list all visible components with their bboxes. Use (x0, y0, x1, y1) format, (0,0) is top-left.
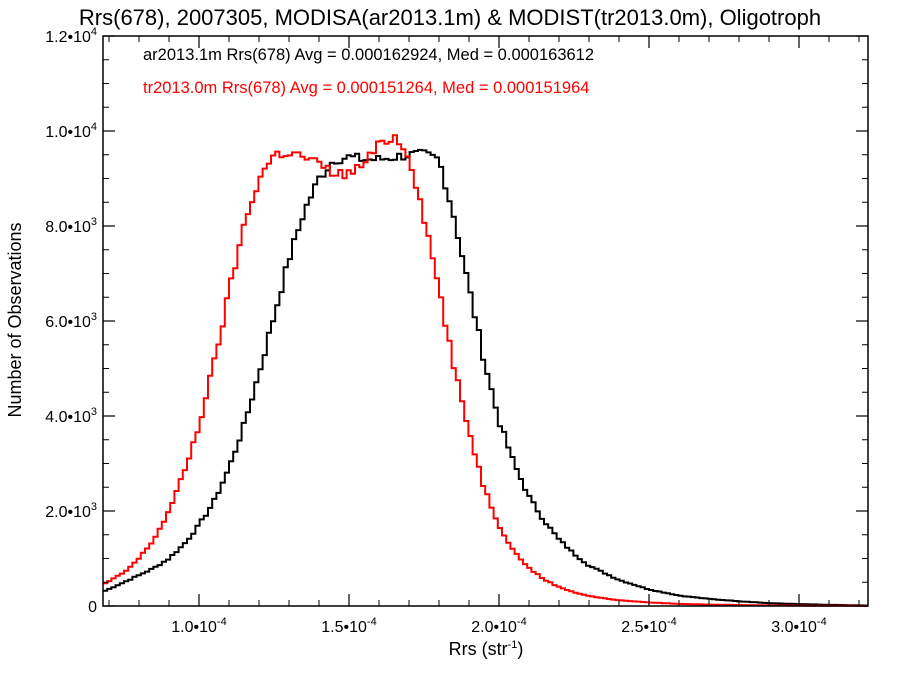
x-tick-mantissa: 1.5•10 (321, 619, 367, 636)
legend-entry-tr2013: tr2013.0m Rrs(678) Avg = 0.000151264, Me… (143, 79, 589, 97)
x-tick-exponent: -4 (817, 616, 827, 628)
y-tick-exponent: 3 (91, 216, 97, 228)
y-tick-exponent: 4 (91, 121, 97, 133)
x-tick-label: 1.0•10-4 (171, 616, 226, 636)
y-tick-label: 6.0•103 (45, 311, 97, 331)
y-axis-ticks: 02.0•1034.0•1036.0•1038.0•1031.0•1041.2•… (45, 26, 868, 616)
x-axis-title-main: Rrs (str (449, 639, 508, 659)
y-tick-mantissa: 1.0•10 (45, 124, 91, 141)
y-tick-exponent: 3 (91, 501, 97, 513)
chart-title: Rrs(678), 2007305, MODISA(ar2013.1m) & M… (79, 5, 821, 30)
x-tick-exponent: -4 (217, 616, 227, 628)
y-tick-exponent: 3 (91, 311, 97, 323)
y-tick-mantissa: 1.2•10 (45, 29, 91, 46)
y-tick-mantissa: 4.0•10 (45, 409, 91, 426)
x-axis-title: Rrs (str-1) (449, 639, 524, 659)
y-tick-exponent: 4 (91, 26, 97, 38)
x-axis-title-sup: -1 (508, 639, 518, 651)
y-tick-label: 8.0•103 (45, 216, 97, 236)
x-tick-exponent: -4 (517, 616, 527, 628)
plot-frame (102, 35, 869, 607)
y-tick-mantissa: 6.0•10 (45, 314, 91, 331)
x-tick-label: 3.0•10-4 (771, 616, 826, 636)
x-tick-label: 2.5•10-4 (621, 616, 676, 636)
y-tick-mantissa: 8.0•10 (45, 219, 91, 236)
x-axis-title-close: ) (517, 639, 523, 659)
x-tick-mantissa: 1.0•10 (171, 619, 217, 636)
series-layer (103, 134, 868, 607)
series-line-ar2013 (103, 148, 868, 607)
x-tick-label: 1.5•10-4 (321, 616, 376, 636)
y-tick-mantissa: 2.0•10 (45, 504, 91, 521)
x-tick-mantissa: 3.0•10 (771, 619, 817, 636)
y-tick-mantissa: 0 (88, 599, 97, 616)
y-axis-title: Number of Observations (5, 222, 25, 417)
x-tick-exponent: -4 (667, 616, 677, 628)
y-tick-label: 1.0•104 (45, 121, 97, 141)
legend-entry-ar2013: ar2013.1m Rrs(678) Avg = 0.000162924, Me… (143, 46, 594, 64)
y-tick-exponent: 3 (91, 406, 97, 418)
y-tick-label: 0 (88, 599, 97, 616)
series-line-tr2013 (103, 134, 868, 607)
y-tick-label: 1.2•104 (45, 26, 97, 46)
x-axis-ticks: 1.0•10-4 1.5•10-4 2.0•10-4 2.5•10-4 3.0•10-4 (108, 36, 860, 636)
x-tick-mantissa: 2.5•10 (621, 619, 667, 636)
y-tick-label: 4.0•103 (45, 406, 97, 426)
y-tick-label: 2.0•103 (45, 501, 97, 521)
x-tick-exponent: -4 (367, 616, 377, 628)
x-tick-mantissa: 2.0•10 (471, 619, 517, 636)
x-tick-label: 2.0•10-4 (471, 616, 526, 636)
